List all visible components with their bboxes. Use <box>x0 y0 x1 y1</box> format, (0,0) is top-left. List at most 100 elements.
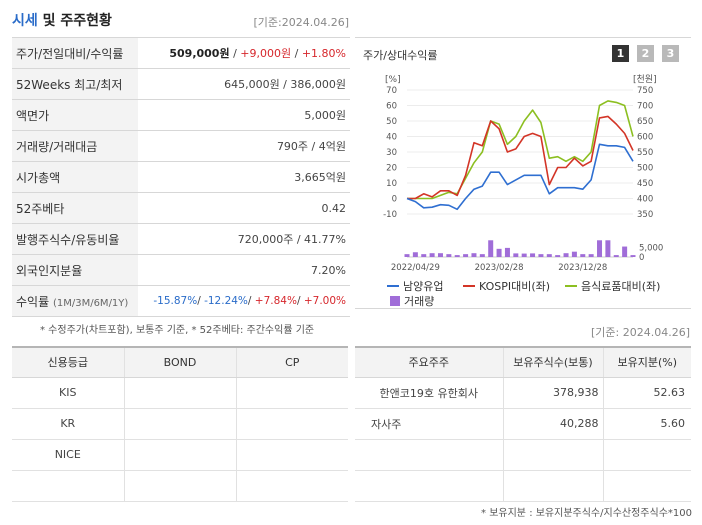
volume-bar <box>605 240 610 257</box>
y-left-tick-label: 60 <box>386 102 397 112</box>
info-row-price: 주가/전일대비/수익률 509,000원 / +9,000원 / +1.80% <box>12 38 350 69</box>
info-row: 52Weeks 최고/최저 645,000원 / 386,000원 <box>12 69 350 100</box>
y-left-tick-label: 20 <box>386 164 397 174</box>
volume-bar <box>538 254 543 257</box>
agency-cell <box>12 470 124 501</box>
y-left-tick-label: 0 <box>392 195 397 205</box>
price-rate: +1.80% <box>302 47 346 60</box>
holder-stake <box>603 439 691 470</box>
info-value: 0.42 <box>138 193 350 224</box>
return-1m: -15.87% <box>153 295 197 307</box>
holder-stake <box>603 470 691 501</box>
info-row: 발행주식수/유동비율 720,000주 / 41.77% <box>12 224 350 255</box>
col-header: 보유지분(%) <box>603 347 691 377</box>
volume-bar <box>589 254 594 257</box>
info-row: 52주베타 0.42 <box>12 193 350 224</box>
info-label: 거래량/거래대금 <box>12 131 138 162</box>
footnote-left: * 수정주가(차트포함), 보통주 기준, * 52주베타: 주간수익률 기준 <box>40 321 314 336</box>
returns-sublabel: (1M/3M/6M/1Y) <box>53 298 128 309</box>
y-right-tick-label: 700 <box>637 102 653 112</box>
separator: / <box>248 295 255 307</box>
info-row-returns: 수익률 (1M/3M/6M/1Y) -15.87%/ -12.24%/ +7.8… <box>12 286 350 317</box>
table-row: 한앤코19호 유한회사 378,938 52.63 <box>355 377 691 408</box>
info-row: 액면가 5,000원 <box>12 100 350 131</box>
volume-bar <box>471 253 476 257</box>
volume-bar <box>497 249 502 257</box>
col-header: CP <box>236 347 348 377</box>
volume-bar <box>438 253 443 257</box>
col-header: 신용등급 <box>12 347 124 377</box>
info-label: 시가총액 <box>12 162 138 193</box>
holder-shares: 378,938 <box>503 377 603 408</box>
volume-bar <box>405 254 410 257</box>
y-right-tick-label: 750 <box>637 86 653 96</box>
price-value: 509,000원 / +9,000원 / +1.80% <box>138 38 350 69</box>
volume-tick-label: 0 <box>639 253 644 263</box>
cp-cell <box>236 377 348 408</box>
table-row <box>12 470 348 501</box>
bond-cell <box>124 470 236 501</box>
volume-bar <box>430 253 435 257</box>
info-label: 52주베타 <box>12 193 138 224</box>
volume-bar <box>614 255 619 257</box>
legend-line-green <box>565 285 577 287</box>
holder-name: 한앤코19호 유한회사 <box>355 377 503 408</box>
chart-asof: [기준: 2024.04.26] <box>591 324 690 340</box>
left-unit: [%] <box>385 75 401 85</box>
volume-bar <box>622 247 627 257</box>
table-row: 자사주 40,288 5.60 <box>355 408 691 439</box>
table-row <box>355 439 691 470</box>
col-header: BOND <box>124 347 236 377</box>
info-label: 발행주식수/유동비율 <box>12 224 138 255</box>
col-header: 주요주주 <box>355 347 503 377</box>
volume-tick-label: 5,000 <box>639 244 663 254</box>
separator: / <box>291 47 302 60</box>
x-tick-label: 2023/02/28 <box>475 263 524 273</box>
volume-bar <box>446 254 451 257</box>
cp-cell <box>236 408 348 439</box>
holder-name <box>355 470 503 501</box>
returns-label: 수익률 <box>16 295 49 309</box>
x-tick-label: 2023/12/28 <box>558 263 607 273</box>
info-value: 645,000원 / 386,000원 <box>138 69 350 100</box>
y-right-tick-label: 400 <box>637 195 653 205</box>
legend-line-red <box>463 285 475 287</box>
volume-bar <box>530 253 535 257</box>
volume-bar <box>421 254 426 257</box>
volume-bar <box>597 240 602 257</box>
legend-volume: 거래량 <box>390 293 434 309</box>
holder-name <box>355 439 503 470</box>
footnote-right: * 보유지분 : 보유지분주식수/지수산정주식수*100 <box>481 504 692 519</box>
info-value: 720,000주 / 41.77% <box>138 224 350 255</box>
volume-bar <box>513 253 518 257</box>
info-label: 액면가 <box>12 100 138 131</box>
legend-bar-purple <box>390 296 400 306</box>
legend-label: 음식료품대비(좌) <box>581 278 660 294</box>
y-left-tick-label: 30 <box>386 148 397 158</box>
legend-label: 거래량 <box>404 293 434 309</box>
holder-stake: 5.60 <box>603 408 691 439</box>
series-line-0 <box>407 144 633 209</box>
info-label: 52Weeks 최고/최저 <box>12 69 138 100</box>
credit-rating-table: 신용등급 BOND CP KIS KR NICE <box>12 346 348 502</box>
info-value: 790주 / 4억원 <box>138 131 350 162</box>
agency-cell: KIS <box>12 377 124 408</box>
asof-date: [기준:2024.04.26] <box>253 14 349 30</box>
y-left-tick-label: 10 <box>386 179 397 189</box>
y-right-tick-label: 650 <box>637 117 653 127</box>
title-accent: 시세 <box>12 13 38 29</box>
volume-bar <box>463 254 468 257</box>
y-left-tick-label: 70 <box>386 86 397 96</box>
y-right-tick-label: 600 <box>637 133 653 143</box>
volume-bar <box>631 255 636 257</box>
volume-bar <box>572 252 577 257</box>
agency-cell: NICE <box>12 439 124 470</box>
volume-bar <box>555 255 560 257</box>
holder-shares <box>503 470 603 501</box>
price-change: +9,000원 <box>240 47 291 60</box>
returns-value: -15.87%/ -12.24%/ +7.84%/ +7.00% <box>138 286 350 317</box>
col-header: 보유주식수(보통) <box>503 347 603 377</box>
chart-panel: 주가/상대수익률 1 2 3 [%] [천원] -10 0 10 20 30 40 50 60… <box>355 37 691 309</box>
legend-food: 음식료품대비(좌) <box>565 278 660 294</box>
holder-stake: 52.63 <box>603 377 691 408</box>
